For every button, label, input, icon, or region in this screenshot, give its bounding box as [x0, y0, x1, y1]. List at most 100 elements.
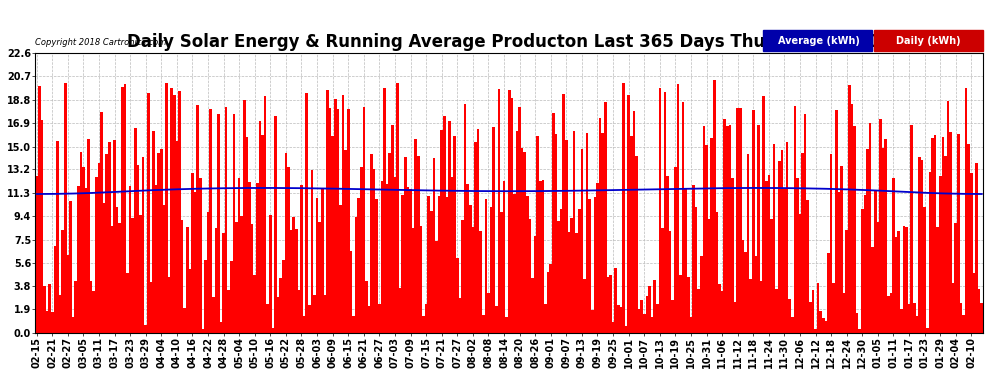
Bar	[149, 282, 152, 333]
Bar	[562, 94, 565, 333]
Bar	[244, 100, 246, 333]
Bar	[752, 110, 754, 333]
Bar	[233, 114, 236, 333]
Bar	[69, 201, 71, 333]
Bar	[170, 88, 173, 333]
Bar	[532, 278, 534, 333]
Bar	[780, 150, 783, 333]
Bar	[882, 148, 884, 333]
Bar	[441, 129, 443, 333]
Bar	[838, 192, 841, 333]
Bar	[739, 108, 742, 333]
Bar	[887, 296, 890, 333]
Bar	[926, 328, 929, 333]
Bar	[749, 279, 752, 333]
Bar	[64, 83, 66, 333]
Bar	[661, 228, 663, 333]
Bar	[671, 300, 674, 333]
Bar	[108, 142, 111, 333]
Bar	[415, 139, 417, 333]
Bar	[196, 105, 199, 333]
Bar	[396, 83, 399, 333]
Bar	[724, 119, 726, 333]
Bar	[225, 107, 228, 333]
Bar	[636, 156, 638, 333]
Bar	[599, 118, 601, 333]
Bar	[471, 227, 474, 333]
Bar	[853, 126, 855, 333]
Bar	[373, 169, 375, 333]
Bar	[264, 96, 266, 333]
Bar	[809, 302, 812, 333]
Bar	[98, 163, 100, 333]
Bar	[95, 177, 98, 333]
Bar	[147, 93, 149, 333]
Bar	[248, 182, 250, 333]
Bar	[284, 153, 287, 333]
Bar	[292, 217, 295, 333]
Bar	[394, 177, 396, 333]
Bar	[721, 291, 724, 333]
Bar	[759, 281, 762, 333]
Bar	[817, 282, 820, 333]
Bar	[303, 316, 305, 333]
Bar	[954, 223, 957, 333]
Bar	[157, 153, 160, 333]
Bar	[142, 157, 145, 333]
Bar	[228, 291, 230, 333]
Bar	[508, 90, 511, 333]
Bar	[674, 167, 677, 333]
Bar	[801, 153, 804, 333]
Bar	[308, 305, 311, 333]
Bar	[850, 104, 853, 333]
Bar	[924, 207, 926, 333]
Bar	[658, 88, 661, 333]
Bar	[897, 231, 900, 333]
Bar	[890, 293, 892, 333]
Bar	[962, 315, 965, 333]
Bar	[402, 195, 404, 333]
Bar	[648, 286, 650, 333]
Bar	[391, 125, 394, 333]
Bar	[165, 84, 167, 333]
Bar	[370, 154, 373, 333]
Bar	[352, 316, 354, 333]
Bar	[941, 136, 944, 333]
Bar	[484, 198, 487, 333]
Bar	[362, 107, 365, 333]
Bar	[586, 133, 588, 333]
Bar	[332, 135, 334, 333]
Bar	[905, 227, 908, 333]
Bar	[583, 279, 586, 333]
Bar	[90, 282, 92, 333]
Bar	[274, 116, 277, 333]
Bar	[100, 112, 103, 333]
Bar	[175, 141, 178, 333]
Text: Copyright 2018 Cartronics.com: Copyright 2018 Cartronics.com	[36, 38, 166, 47]
Bar	[718, 284, 721, 333]
Bar	[526, 196, 529, 333]
Bar	[757, 125, 759, 333]
Bar	[238, 178, 241, 333]
Bar	[345, 150, 346, 333]
Bar	[557, 220, 559, 333]
Bar	[866, 148, 869, 333]
Bar	[794, 106, 796, 333]
Bar	[684, 188, 687, 333]
Bar	[913, 303, 916, 333]
Bar	[567, 232, 570, 333]
Bar	[700, 255, 703, 333]
Bar	[544, 304, 546, 333]
Bar	[505, 317, 508, 333]
Bar	[319, 222, 321, 333]
Bar	[815, 329, 817, 333]
Bar	[762, 96, 765, 333]
Bar	[49, 284, 50, 333]
Bar	[287, 167, 290, 333]
Bar	[932, 138, 934, 333]
Bar	[628, 96, 630, 333]
Bar	[946, 101, 949, 333]
Bar	[519, 107, 521, 333]
Bar	[458, 298, 461, 333]
Bar	[77, 186, 79, 333]
